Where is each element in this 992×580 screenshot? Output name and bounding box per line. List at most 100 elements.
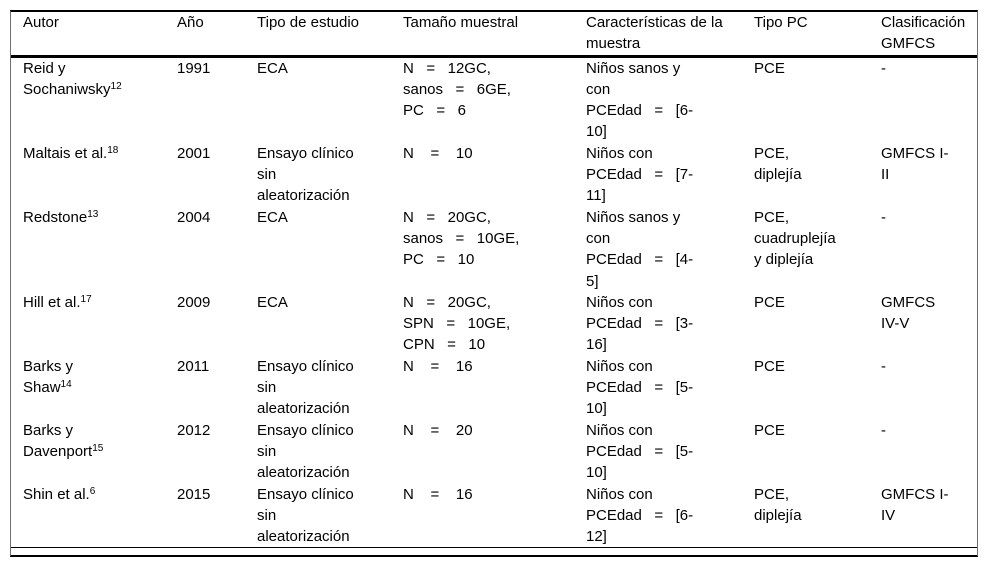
cell-tipo-estudio: ECA — [257, 292, 403, 356]
sample-size: N = 20 — [403, 421, 473, 439]
sample-size: N = 20GC, sanos = 10GE, PC = 10 — [403, 208, 520, 269]
cell-tipo-pc: PCE — [754, 292, 881, 356]
cell-gmfcs: GMFCS I- IV — [881, 483, 977, 549]
study-type: Ensayo clínico sin aleatorización — [257, 144, 354, 205]
column-header-autor: Autor — [11, 12, 177, 58]
author-name: Reid y Sochaniwsky — [23, 59, 111, 98]
table-row: Reid y Sochaniwsky12 1991 ECA N = 12GC, … — [11, 56, 977, 143]
column-header-gmfcs: Clasificación GMFCS — [881, 12, 977, 58]
cell-tipo-estudio: Ensayo clínico sin aleatorización — [257, 420, 403, 484]
cell-tipo-estudio: ECA — [257, 207, 403, 292]
column-header-label: Autor — [23, 14, 59, 31]
column-header-tipo-estudio: Tipo de estudio — [257, 12, 403, 58]
table-row: Redstone13 2004 ECA N = 20GC, sanos = 10… — [11, 207, 977, 292]
sample-size: N = 10 — [403, 144, 473, 162]
reference-superscript: 12 — [110, 80, 122, 92]
cell-tamano-muestral: N = 10 — [403, 143, 586, 207]
year-value: 2009 — [177, 293, 211, 311]
reference-superscript: 13 — [87, 208, 99, 220]
gmfcs-classification: - — [881, 208, 886, 226]
sample-characteristics: Niños con PCEdad = [7- 11] — [586, 144, 694, 205]
study-type: Ensayo clínico sin aleatorización — [257, 485, 354, 546]
column-header-label: Tipo PC — [754, 14, 808, 31]
sample-characteristics: Niños con PCEdad = [3- 16] — [586, 293, 694, 354]
table-row: Barks y Shaw14 2011 Ensayo clínico sin a… — [11, 356, 977, 420]
author-name: Maltais et al. — [23, 144, 108, 162]
study-type: ECA — [257, 59, 288, 77]
author-name: Shin et al. — [23, 485, 90, 503]
cp-type: PCE, diplejía — [754, 144, 802, 184]
cell-ano: 2001 — [177, 143, 257, 207]
reference-superscript: 14 — [60, 379, 72, 391]
sample-characteristics: Niños sanos y con PCEdad = [4- 5] — [586, 208, 694, 290]
column-header-tipo-pc: Tipo PC — [754, 12, 881, 58]
reference-superscript: 18 — [107, 144, 119, 156]
cell-tipo-estudio: ECA — [257, 56, 403, 143]
study-type: Ensayo clínico sin aleatorización — [257, 357, 354, 418]
sample-characteristics: Niños con PCEdad = [5- 10] — [586, 421, 694, 482]
cell-gmfcs: GMFCS IV-V — [881, 292, 977, 356]
cell-autor: Redstone13 — [11, 207, 177, 292]
cell-autor: Maltais et al.18 — [11, 143, 177, 207]
cell-tamano-muestral: N = 12GC, sanos = 6GE, PC = 6 — [403, 56, 586, 143]
cp-type: PCE — [754, 421, 785, 439]
header-row: Autor Año Tipo de estudio Tamaño muestra… — [11, 12, 977, 58]
reference-superscript: 6 — [89, 485, 96, 497]
sample-size: N = 20GC, SPN = 10GE, CPN = 10 — [403, 293, 511, 354]
study-type: ECA — [257, 293, 288, 311]
table-bottom-rule-gap — [11, 548, 977, 555]
cp-type: PCE — [754, 357, 785, 375]
cell-ano: 2015 — [177, 483, 257, 549]
author-name: Redstone — [23, 208, 88, 226]
cell-tamano-muestral: N = 20 — [403, 420, 586, 484]
table-row: Maltais et al.18 2001 Ensayo clínico sin… — [11, 143, 977, 207]
cell-autor: Barks y Shaw14 — [11, 356, 177, 420]
author-name: Barks y Shaw — [23, 357, 74, 397]
studies-table: Autor Año Tipo de estudio Tamaño muestra… — [10, 10, 978, 558]
cell-gmfcs: - — [881, 420, 977, 484]
cell-gmfcs: - — [881, 56, 977, 143]
cell-tipo-pc: PCE, diplejía — [754, 483, 881, 549]
cell-ano: 1991 — [177, 56, 257, 143]
author-name: Hill et al. — [23, 293, 81, 311]
cell-gmfcs: - — [881, 207, 977, 292]
cell-autor: Hill et al.17 — [11, 292, 177, 356]
author-name: Barks y Davenport — [23, 421, 93, 460]
year-value: 2004 — [177, 208, 211, 226]
cell-caracteristicas: Niños con PCEdad = [5- 10] — [586, 420, 754, 484]
cell-tipo-pc: PCE, diplejía — [754, 143, 881, 207]
studies-table-grid: Autor Año Tipo de estudio Tamaño muestra… — [11, 12, 977, 549]
sample-characteristics: Niños con PCEdad = [5- 10] — [586, 357, 694, 418]
gmfcs-classification: GMFCS I- IV — [881, 485, 949, 524]
cell-tamano-muestral: N = 20GC, SPN = 10GE, CPN = 10 — [403, 292, 586, 356]
year-value: 2015 — [177, 485, 211, 503]
cell-tipo-pc: PCE — [754, 356, 881, 420]
gmfcs-classification: GMFCS I- II — [881, 144, 949, 184]
cell-tipo-estudio: Ensayo clínico sin aleatorización — [257, 483, 403, 549]
gmfcs-classification: - — [881, 421, 886, 439]
cell-tipo-estudio: Ensayo clínico sin aleatorización — [257, 356, 403, 420]
cell-autor: Reid y Sochaniwsky12 — [11, 56, 177, 143]
column-header-ano: Año — [177, 12, 257, 58]
sample-size: N = 16 — [403, 485, 473, 503]
study-type: ECA — [257, 208, 288, 226]
cell-gmfcs: GMFCS I- II — [881, 143, 977, 207]
table-row: Barks y Davenport15 2012 Ensayo clínico … — [11, 420, 977, 484]
sample-size: N = 16 — [403, 357, 473, 375]
cell-caracteristicas: Niños con PCEdad = [5- 10] — [586, 356, 754, 420]
cell-autor: Barks y Davenport15 — [11, 420, 177, 484]
year-value: 2001 — [177, 144, 211, 162]
cell-caracteristicas: Niños con PCEdad = [6- 12] — [586, 483, 754, 549]
column-header-label: Tipo de estudio — [257, 14, 360, 31]
cell-tamano-muestral: N = 16 — [403, 356, 586, 420]
sample-characteristics: Niños con PCEdad = [6- 12] — [586, 485, 694, 546]
gmfcs-classification: - — [881, 357, 886, 375]
cell-tipo-pc: PCE — [754, 56, 881, 143]
cell-gmfcs: - — [881, 356, 977, 420]
cell-caracteristicas: Niños sanos y con PCEdad = [4- 5] — [586, 207, 754, 292]
cell-tamano-muestral: N = 16 — [403, 483, 586, 549]
cp-type: PCE, cuadruplejía y diplejía — [754, 208, 836, 269]
sample-characteristics: Niños sanos y con PCEdad = [6- 10] — [586, 59, 694, 141]
cell-ano: 2011 — [177, 356, 257, 420]
